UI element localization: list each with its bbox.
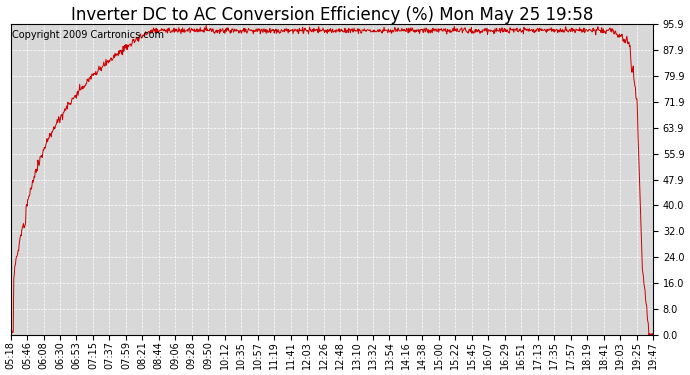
Title: Inverter DC to AC Conversion Efficiency (%) Mon May 25 19:58: Inverter DC to AC Conversion Efficiency …	[70, 6, 593, 24]
Text: Copyright 2009 Cartronics.com: Copyright 2009 Cartronics.com	[12, 30, 164, 40]
